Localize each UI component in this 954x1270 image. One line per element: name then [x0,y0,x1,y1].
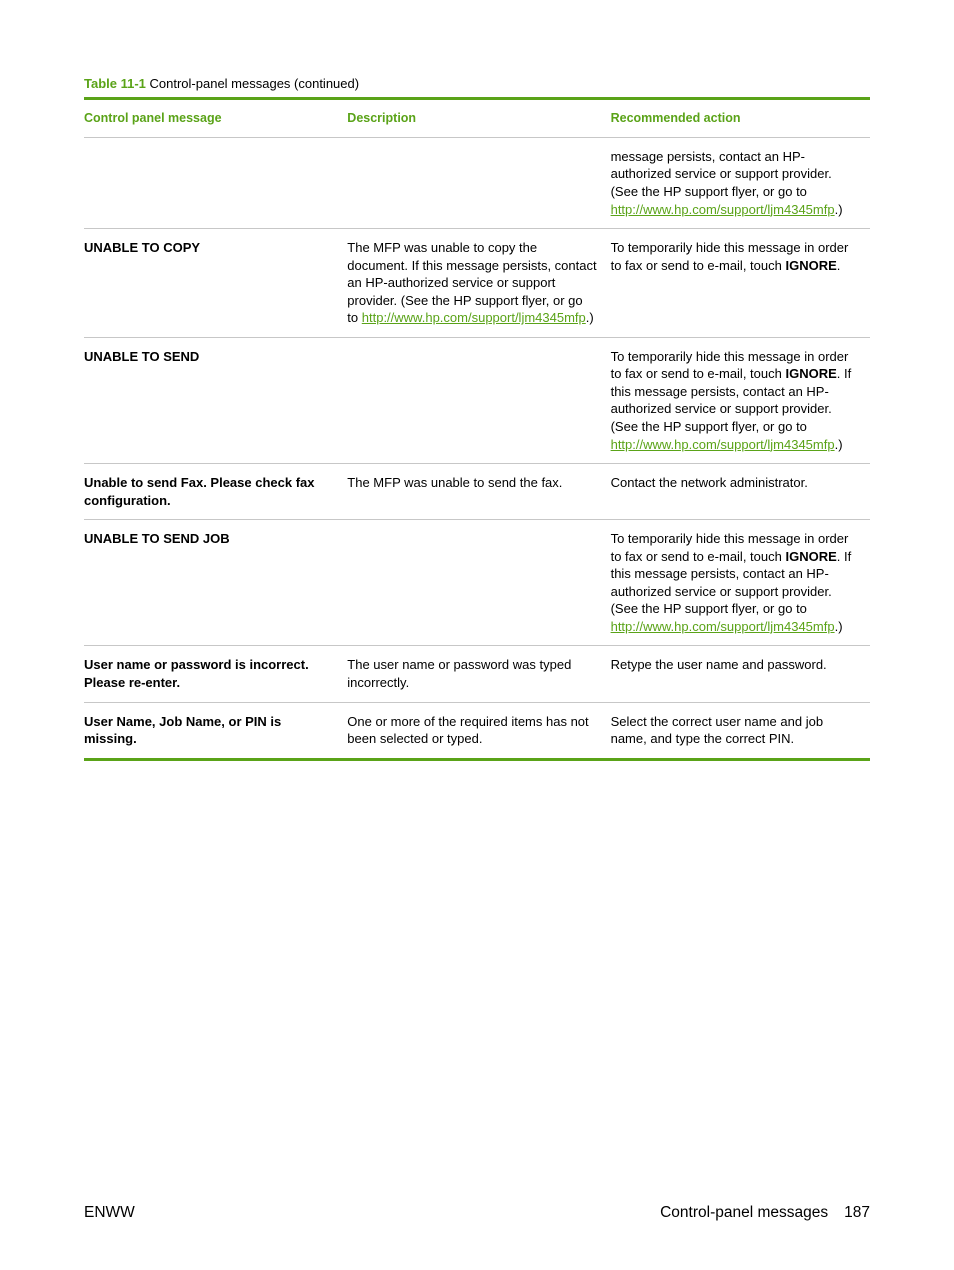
control-panel-messages-table: Control panel message Description Recomm… [84,97,870,761]
cell-message [84,137,347,228]
table-row: UNABLE TO SEND JOB To temporarily hide t… [84,520,870,646]
cell-description [347,337,610,463]
table-row: message persists, contact an HP-authoriz… [84,137,870,228]
table-caption: Table 11-1 Control-panel messages (conti… [84,76,870,91]
cell-action: To temporarily hide this message in orde… [611,520,870,646]
support-link[interactable]: http://www.hp.com/support/ljm4345mfp [611,619,835,634]
cell-message: Unable to send Fax. Please check fax con… [84,464,347,520]
footer-page-number: 187 [844,1204,870,1222]
cell-description: The user name or password was typed inco… [347,646,610,702]
cell-description [347,137,610,228]
action-text-post: . [837,258,841,273]
table-header-row: Control panel message Description Recomm… [84,99,870,138]
cell-action: Select the correct user name and job nam… [611,702,870,759]
desc-text-post: .) [586,310,594,325]
cell-description [347,520,610,646]
action-text-post: .) [835,202,843,217]
table-title: Control-panel messages (continued) [146,76,359,91]
support-link[interactable]: http://www.hp.com/support/ljm4345mfp [611,437,835,452]
cell-action: Contact the network administrator. [611,464,870,520]
cell-action: Retype the user name and password. [611,646,870,702]
table-number: Table 11-1 [84,76,146,91]
footer-left: ENWW [84,1204,135,1222]
action-text-pre: message persists, contact an HP-authoriz… [611,149,832,199]
cell-description: The MFP was unable to copy the document.… [347,229,610,338]
action-text-bold: IGNORE [785,366,836,381]
cell-message: UNABLE TO SEND JOB [84,520,347,646]
cell-description: One or more of the required items has no… [347,702,610,759]
page-footer: ENWW Control-panel messages 187 [84,1204,870,1222]
cell-action: To temporarily hide this message in orde… [611,229,870,338]
cell-message: UNABLE TO COPY [84,229,347,338]
table-row: Unable to send Fax. Please check fax con… [84,464,870,520]
action-text-bold: IGNORE [785,549,836,564]
cell-message: UNABLE TO SEND [84,337,347,463]
footer-section-title: Control-panel messages [660,1204,828,1222]
support-link[interactable]: http://www.hp.com/support/ljm4345mfp [611,202,835,217]
col-header-message: Control panel message [84,99,347,138]
action-text-bold: IGNORE [785,258,836,273]
table-row: UNABLE TO SEND To temporarily hide this … [84,337,870,463]
col-header-action: Recommended action [611,99,870,138]
action-text-post: .) [835,437,843,452]
table-row: User Name, Job Name, or PIN is missing. … [84,702,870,759]
table-row: UNABLE TO COPY The MFP was unable to cop… [84,229,870,338]
col-header-description: Description [347,99,610,138]
cell-description: The MFP was unable to send the fax. [347,464,610,520]
cell-message: User Name, Job Name, or PIN is missing. [84,702,347,759]
cell-action: To temporarily hide this message in orde… [611,337,870,463]
support-link[interactable]: http://www.hp.com/support/ljm4345mfp [362,310,586,325]
cell-message: User name or password is incorrect. Plea… [84,646,347,702]
table-row: User name or password is incorrect. Plea… [84,646,870,702]
cell-action: message persists, contact an HP-authoriz… [611,137,870,228]
action-text-post: .) [835,619,843,634]
